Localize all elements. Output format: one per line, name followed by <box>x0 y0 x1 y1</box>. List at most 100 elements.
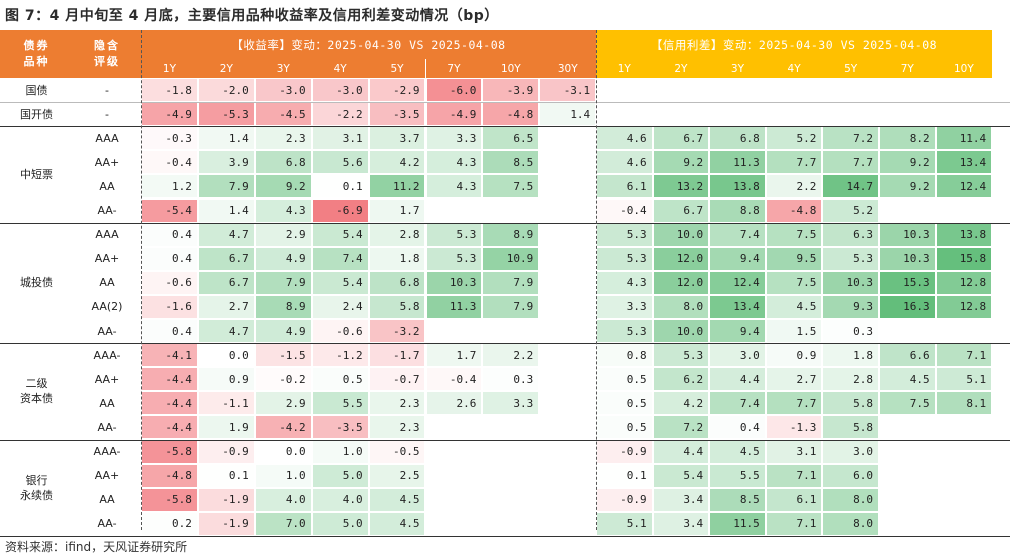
spread-change-cell: 11.3 <box>710 151 765 174</box>
spread-tenor-header: 5Y <box>822 59 879 78</box>
yield-change-cell: -1.9 <box>198 488 254 511</box>
section-divider <box>141 30 142 530</box>
spread-change-cell <box>937 513 992 535</box>
yield-change-cell: 7.9 <box>483 295 539 318</box>
yield-change-cell: 1.4 <box>540 103 596 126</box>
yield-change-cell <box>483 200 538 222</box>
spread-tenor-header: 3Y <box>709 59 766 78</box>
spread-change-cell: 5.2 <box>823 199 878 222</box>
yield-change-cell: 7.9 <box>198 175 254 198</box>
spread-change-cell: 4.6 <box>597 127 652 150</box>
spread-change-cell: 0.8 <box>597 344 652 367</box>
yield-change-cell: -5.3 <box>198 103 254 126</box>
bond-type-label: 国债 <box>25 83 48 97</box>
rating-label: AA- <box>97 204 117 218</box>
yield-change-cell <box>427 441 482 463</box>
spread-change-header: 【信用利差】变动：2025-04-30 VS 2025-04-08 <box>596 30 992 59</box>
yield-change-cell: 0.3 <box>483 368 539 391</box>
yield-change-cell: -4.9 <box>142 103 197 126</box>
yield-change-cell <box>427 465 482 487</box>
yield-change-cell <box>540 392 595 414</box>
spread-change-cell <box>880 513 935 535</box>
yield-change-cell: 0.1 <box>198 464 254 487</box>
spread-change-cell <box>823 103 878 125</box>
yield-change-cell: -4.9 <box>426 103 482 126</box>
spread-change-cell: 4.4 <box>653 440 709 463</box>
yield-change-cell <box>540 465 595 487</box>
spread-change-cell: 12.8 <box>936 271 992 294</box>
spread-change-cell: -0.4 <box>597 199 652 222</box>
yield-change-cell: -3.0 <box>255 79 311 102</box>
yield-change-cell <box>540 175 595 197</box>
spread-change-cell <box>937 441 992 463</box>
spread-change-cell: 6.7 <box>653 199 709 222</box>
spread-change-cell: 7.4 <box>710 392 765 415</box>
spread-tenor-header: 1Y <box>596 59 653 78</box>
spread-change-cell: 0.9 <box>766 344 822 367</box>
spread-change-cell: 2.2 <box>766 175 822 198</box>
spread-change-cell <box>654 79 709 101</box>
spread-change-cell: 11.4 <box>936 127 992 150</box>
spread-change-cell <box>937 416 992 438</box>
bond-type-label: 中短票 <box>20 167 53 181</box>
spread-change-cell: -0.9 <box>597 488 652 511</box>
yield-change-cell: 4.7 <box>198 320 254 343</box>
yield-change-cell: -5.4 <box>142 199 197 222</box>
spread-change-cell: 0.5 <box>597 368 652 391</box>
header-implied-rating: 隐含 评级 <box>73 30 141 78</box>
spread-change-cell: 6.7 <box>653 127 709 150</box>
yield-tenor-header: 10Y <box>482 59 540 78</box>
spread-change-cell <box>880 465 935 487</box>
rating-label: - <box>105 107 109 121</box>
yield-change-cell: -4.4 <box>142 368 197 391</box>
yield-change-cell <box>540 441 595 463</box>
yield-change-cell <box>483 513 538 535</box>
spread-change-cell <box>880 200 935 222</box>
spread-change-cell: 6.1 <box>597 175 652 198</box>
yield-change-cell: -3.0 <box>312 79 368 102</box>
yield-change-cell: 8.9 <box>255 295 311 318</box>
yield-change-cell: 6.7 <box>198 271 254 294</box>
spread-change-cell: 5.4 <box>653 464 709 487</box>
spread-tenor-header: 2Y <box>652 59 710 78</box>
yield-change-cell: 4.3 <box>426 151 482 174</box>
spread-change-cell: -1.3 <box>766 416 822 439</box>
spread-change-cell <box>654 103 709 125</box>
yield-change-cell: -1.2 <box>312 344 368 367</box>
yield-change-cell: 5.3 <box>426 223 482 246</box>
rating-label: AAA <box>95 228 119 242</box>
yield-change-cell: -0.6 <box>312 320 368 343</box>
yield-change-cell: -1.6 <box>142 295 197 318</box>
yield-change-cell <box>483 489 538 511</box>
yield-change-cell: 2.9 <box>255 223 311 246</box>
yield-change-cell: 0.1 <box>312 175 368 198</box>
spread-change-cell: 10.0 <box>653 320 709 343</box>
spread-change-cell: 9.4 <box>710 320 765 343</box>
yield-change-cell: -1.5 <box>255 344 311 367</box>
spread-change-cell: 5.3 <box>597 320 652 343</box>
section-divider <box>596 30 597 530</box>
yield-change-cell: -0.4 <box>142 151 197 174</box>
spread-change-cell: 3.0 <box>710 344 765 367</box>
spread-change-cell: 3.0 <box>823 440 878 463</box>
yield-change-cell: 0.0 <box>255 440 311 463</box>
spread-change-cell <box>597 103 652 125</box>
spread-change-cell <box>710 103 765 125</box>
yield-change-cell <box>540 416 595 438</box>
yield-change-cell: 7.9 <box>255 271 311 294</box>
yield-change-cell: 8.9 <box>483 223 539 246</box>
yield-change-cell: -6.9 <box>312 199 368 222</box>
yield-change-header: 【收益率】变动：2025-04-30 VS 2025-04-08 <box>141 30 596 59</box>
spread-tenor-header: 4Y <box>765 59 823 78</box>
yield-tenor-header: 7Y <box>425 59 483 78</box>
yield-change-cell: 2.7 <box>198 295 254 318</box>
spread-change-cell <box>880 103 935 125</box>
spread-change-cell: 3.4 <box>653 488 709 511</box>
spread-change-cell: 6.0 <box>823 464 878 487</box>
yield-change-cell: 6.5 <box>483 127 539 150</box>
rating-label: AA <box>99 179 115 193</box>
spread-change-cell: 5.8 <box>823 392 878 415</box>
spread-change-cell: 9.3 <box>823 295 878 318</box>
rating-label: AAA- <box>93 348 121 362</box>
spread-change-cell: 12.4 <box>710 271 765 294</box>
